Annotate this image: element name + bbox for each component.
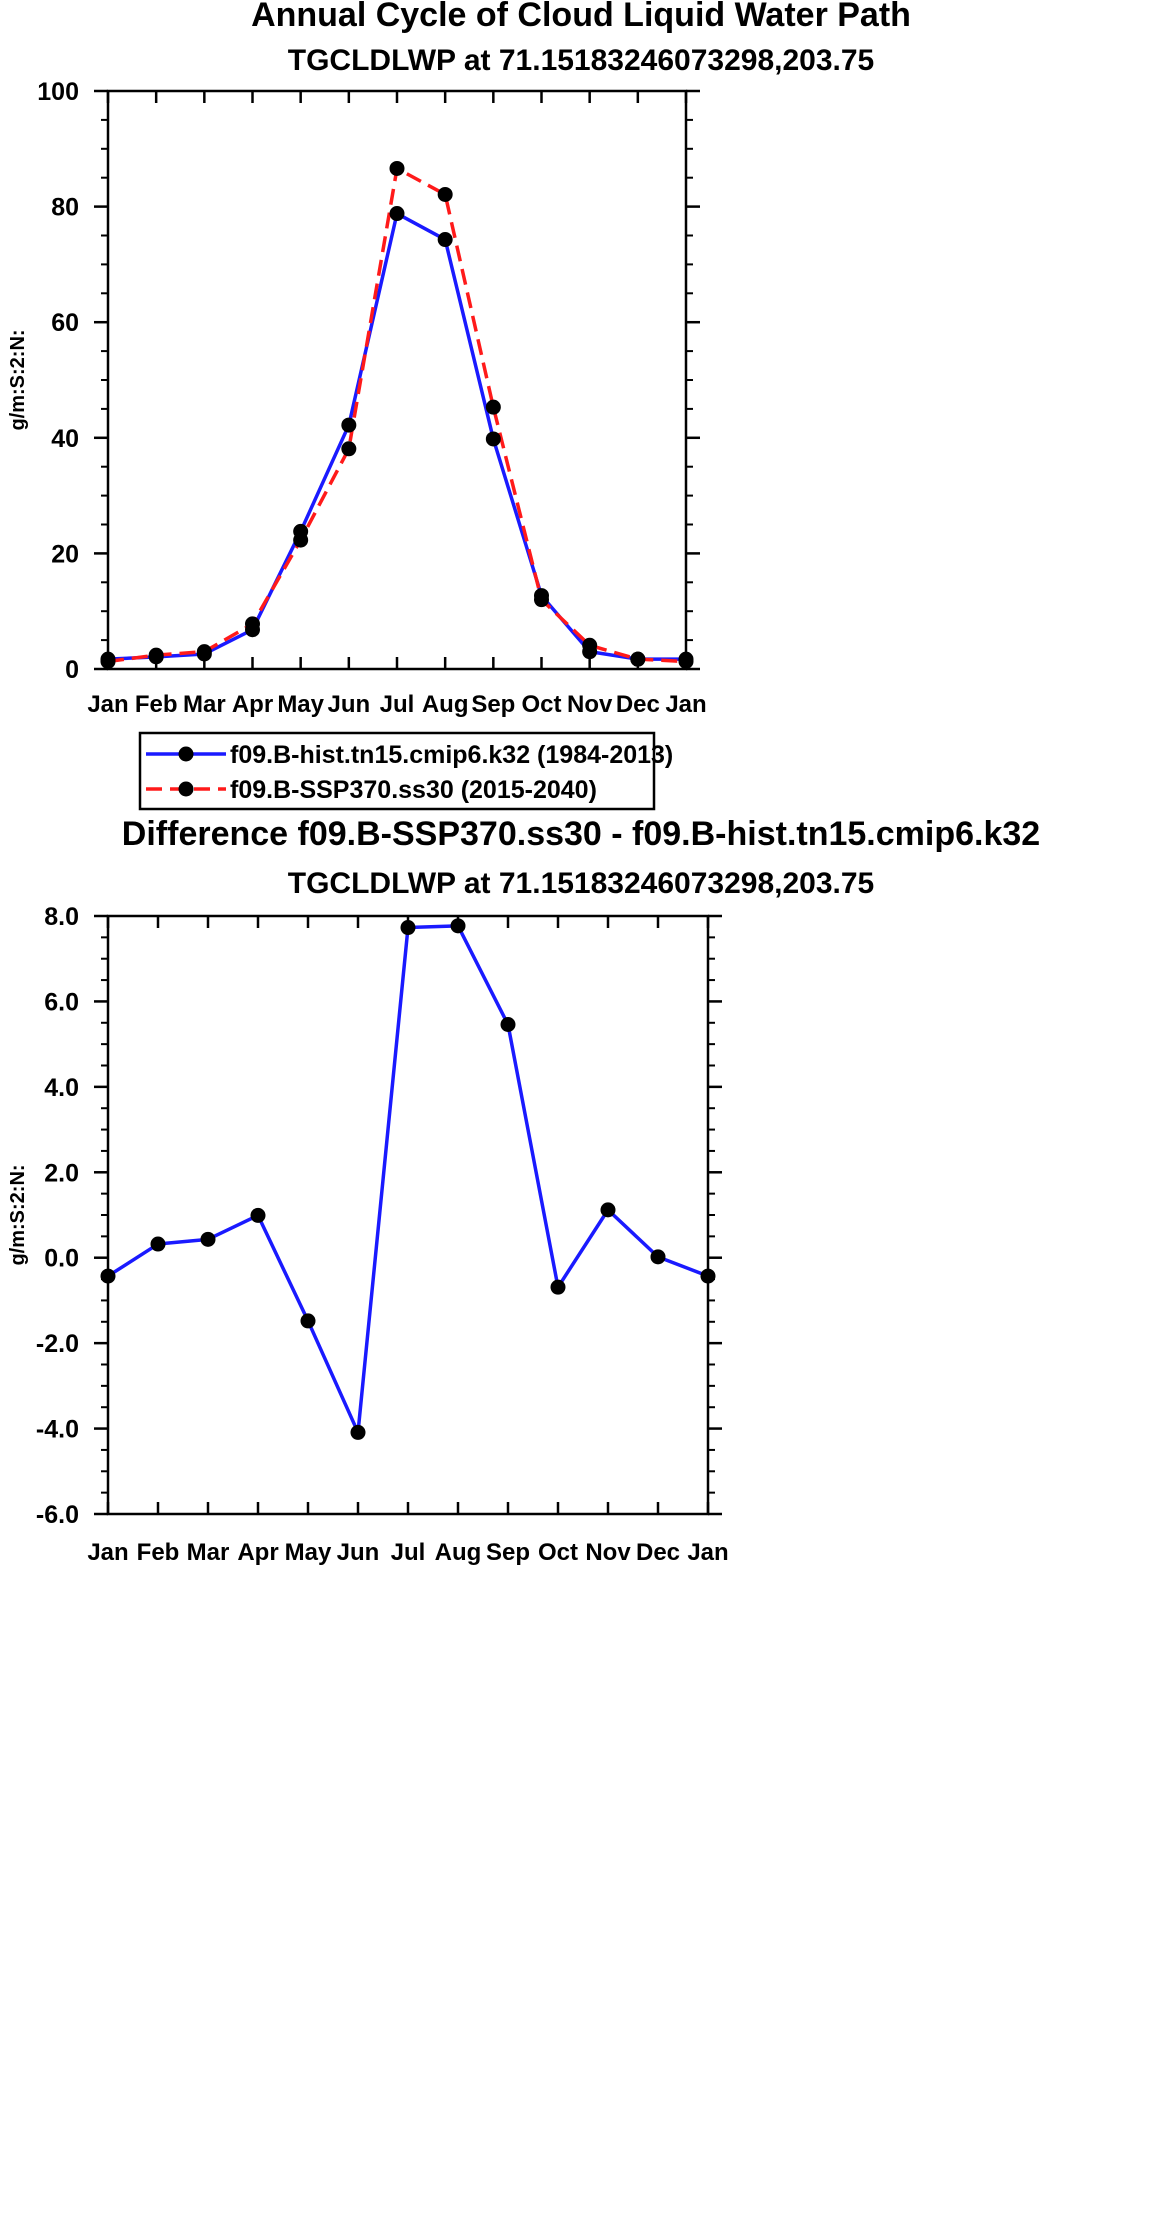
plot-frame [106,914,710,1516]
x-tick-label: Nov [585,1539,631,1566]
data-point-s0-7 [437,232,453,248]
x-tick-label: Jul [391,1539,426,1566]
y-tick-label: 0.0 [44,1245,79,1273]
x-tick-label: Feb [137,1539,180,1566]
x-tick-label: Jan [687,1539,728,1566]
data-point-s0-8 [500,1016,516,1032]
y-tick-label: 0 [65,656,79,684]
x-tick-label: Jun [327,691,370,718]
data-point-s0-6 [400,920,416,936]
series-line-0 [107,924,709,1435]
x-tick-label: Jan [665,691,706,718]
data-point-s1-9 [534,592,549,608]
chart-title: Annual Cycle of Cloud Liquid Water Path [251,0,911,34]
x-tick-label: Dec [636,1539,680,1566]
x-tick-label: Mar [187,1539,230,1566]
data-point-s0-9 [550,1279,566,1295]
x-tick-label: Aug [422,691,469,718]
annual-cycle-legend: f09.B-hist.tn15.cmip6.k32 (1984-2013) f09… [138,731,673,811]
data-point-s0-1 [150,1236,166,1252]
x-tick-label: May [277,691,324,718]
x-tick-label: Sep [486,1539,530,1566]
data-point-s1-7 [437,186,453,202]
data-point-s0-7 [450,918,466,934]
data-point-s0-2 [200,1231,216,1247]
y-axis-label: g/m:S:2:N: [7,1164,29,1265]
y-tick-label: 20 [51,540,79,568]
x-tick-label: Feb [135,691,178,718]
data-point-s0-8 [485,431,501,447]
y-tick-label: 60 [51,309,79,337]
x-tick-label: Apr [232,691,273,718]
x-tick-label: Aug [435,1539,482,1566]
data-point-s0-4 [300,1313,316,1329]
x-tick-label: Jan [87,1539,128,1566]
data-point-s1-2 [196,644,212,660]
y-tick-label: -4.0 [36,1416,79,1444]
data-point-s0-3 [250,1207,266,1223]
chart-subtitle: TGCLDLWP at 71.15183246073298,203.75 [288,867,875,900]
series-line-0 [107,211,686,661]
data-point-s1-0 [100,653,116,669]
data-point-s1-11 [630,651,646,667]
y-tick-label: 40 [51,425,79,453]
y-tick-label: -6.0 [36,1501,79,1529]
y-tick-label: 8.0 [44,903,79,931]
data-point-s1-10 [582,637,598,653]
y-tick-label: 4.0 [44,1074,79,1102]
data-point-s1-12 [678,653,694,669]
data-point-s1-5 [341,441,357,457]
data-point-s0-12 [700,1268,716,1284]
annual-cycle-chart: Annual Cycle of Cloud Liquid Water Path T… [7,0,911,718]
data-point-s1-4 [293,532,309,548]
x-tick-label: Jan [87,691,128,718]
data-point-s0-11 [650,1249,666,1265]
data-point-s0-0 [100,1268,116,1284]
chart-subtitle: TGCLDLWP at 71.15183246073298,203.75 [288,44,875,77]
data-point-s1-6 [389,160,405,176]
y-tick-label: 6.0 [44,988,79,1016]
x-tick-label: May [285,1539,332,1566]
x-tick-label: Jul [380,691,415,718]
y-axis-label: g/m:S:2:N: [7,329,29,430]
data-point-s0-10 [600,1202,616,1218]
x-tick-label: Nov [567,691,613,718]
legend-marker-0 [178,746,194,762]
x-tick-label: Apr [237,1539,278,1566]
data-point-s0-5 [350,1424,366,1440]
y-tick-label: 80 [51,194,79,222]
legend-box [138,731,656,811]
y-tick-label: 100 [37,78,79,106]
chart-title: Difference f09.B-SSP370.ss30 - f09.B-his… [122,815,1040,853]
data-point-s1-8 [485,399,501,415]
data-point-s0-6 [389,206,405,222]
x-tick-label: Mar [183,691,226,718]
legend-marker-1 [178,781,194,797]
data-point-s1-3 [245,616,260,632]
x-tick-label: Oct [521,691,561,718]
y-tick-label: -2.0 [36,1330,79,1358]
y-tick-label: 2.0 [44,1159,79,1187]
legend-label-1: f09.B-SSP370.ss30 (2015-2040) [230,776,597,804]
difference-chart: Difference f09.B-SSP370.ss30 - f09.B-his… [7,815,1040,1566]
legend-label-0: f09.B-hist.tn15.cmip6.k32 (1984-2013) [230,741,673,769]
x-tick-label: Dec [616,691,660,718]
data-point-s0-5 [341,417,357,433]
data-point-s1-1 [148,647,164,663]
x-tick-label: Sep [471,691,515,718]
series-line-1 [107,166,687,664]
x-tick-label: Jun [337,1539,380,1566]
x-tick-label: Oct [538,1539,578,1566]
